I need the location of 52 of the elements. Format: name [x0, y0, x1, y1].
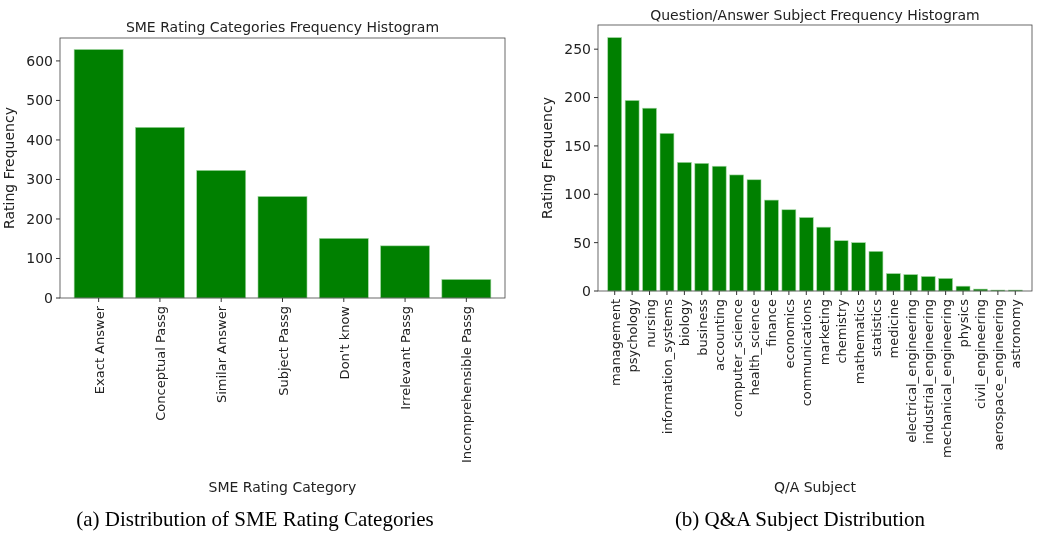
x-axis-title: Q/A Subject	[773, 479, 857, 495]
x-axis-title: SME Rating Category	[208, 479, 357, 495]
y-tick-label: 50	[573, 234, 591, 251]
x-tick-label: business	[694, 298, 710, 356]
x-tick-label: chemistry	[834, 298, 850, 364]
text: (b) Q&A Subject Distribution	[674, 507, 926, 531]
y-tick-label: 200	[26, 210, 53, 227]
y-tick-label: 300	[26, 171, 53, 188]
y-axis-title: Rating Frequency	[1, 107, 17, 229]
y-tick-label: 0	[44, 289, 53, 306]
x-tick-label: Similar Answer	[214, 305, 230, 404]
y-tick-label: 250	[564, 41, 591, 58]
x-tick-label: Subject Passg	[275, 306, 291, 396]
x-tick-label: communications	[799, 298, 815, 407]
x-tick-label: Irrelevant Passg	[398, 306, 414, 410]
x-tick-label: health_science	[747, 299, 763, 396]
y-tick-label: 150	[564, 137, 591, 154]
y-tick-label: 400	[26, 131, 53, 148]
x-tick-label: accounting	[712, 299, 728, 371]
x-tick-label: finance	[764, 299, 780, 347]
x-tick-label: Don't know	[336, 305, 352, 380]
y-tick-label: 100	[26, 250, 53, 267]
y-tick-label: 200	[564, 89, 591, 106]
x-tick-label: Incomprehensible Passg	[459, 306, 475, 464]
x-tick-label: marketing	[816, 299, 832, 366]
x-tick-label: computer_science	[729, 299, 745, 418]
x-tick-label: biology	[677, 298, 693, 347]
x-tick-label: physics	[956, 298, 972, 348]
y-tick-label: 0	[582, 282, 591, 299]
x-tick-label: Exact Answer	[91, 305, 107, 395]
x-tick-label: electrical_engineering	[903, 299, 919, 443]
x-tick-label: civil_engineering	[973, 299, 989, 409]
x-tick-label: aerospace_engineering	[990, 299, 1006, 451]
x-tick-label: astronomy	[1008, 298, 1024, 369]
y-tick-label: 600	[26, 52, 53, 69]
x-tick-label: information_systems	[659, 298, 675, 435]
y-tick-label: 100	[564, 186, 591, 203]
text: (a) Distribution of SME Rating Categories	[76, 507, 434, 531]
chart-title: Question/Answer Subject Frequency Histogram	[650, 7, 980, 23]
x-tick-label: management	[607, 299, 623, 387]
x-tick-label: Conceptual Passg	[152, 306, 168, 421]
x-tick-label: industrial_engineering	[921, 299, 937, 445]
x-tick-label: statistics	[868, 298, 884, 357]
x-tick-label: mechanical_engineering	[938, 299, 954, 458]
x-tick-label: medicine	[886, 299, 902, 359]
x-tick-label: mathematics	[851, 298, 867, 385]
x-tick-label: nursing	[642, 299, 658, 348]
chart-title: SME Rating Categories Frequency Histogram	[125, 19, 440, 35]
x-tick-label: psychology	[625, 298, 641, 373]
y-axis-title: Rating Frequency	[539, 97, 555, 219]
y-tick-label: 500	[26, 92, 53, 109]
x-tick-label: economics	[781, 298, 797, 369]
